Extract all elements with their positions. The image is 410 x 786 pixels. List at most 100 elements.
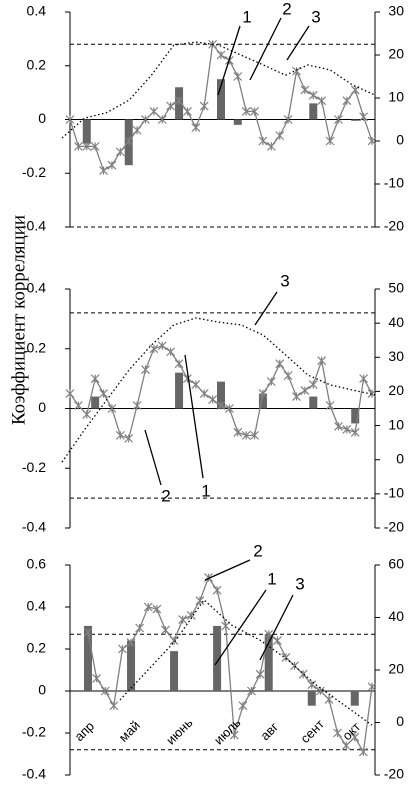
dotted-line bbox=[119, 598, 373, 726]
y2-tick-label: -20 bbox=[384, 766, 404, 782]
asterisk-marker bbox=[292, 392, 301, 401]
asterisk-marker bbox=[250, 107, 259, 116]
annotation-leader bbox=[184, 354, 204, 479]
asterisk-marker bbox=[334, 115, 343, 124]
asterisk-marker bbox=[199, 389, 209, 398]
asterisk-marker bbox=[333, 728, 343, 738]
asterisk-marker bbox=[258, 389, 268, 398]
annotation: 1 bbox=[201, 481, 210, 500]
annotation-leader bbox=[259, 594, 294, 661]
asterisk-marker bbox=[350, 427, 360, 437]
y2-tick-label: 30 bbox=[388, 3, 404, 19]
asterisk-marker bbox=[107, 160, 117, 170]
bar bbox=[309, 103, 318, 120]
asterisk-marker bbox=[115, 430, 125, 440]
asterisk-marker bbox=[290, 661, 299, 671]
asterisk-marker bbox=[124, 433, 134, 443]
asterisk-marker bbox=[307, 680, 317, 690]
asterisk-marker bbox=[191, 123, 201, 132]
asterisk-marker bbox=[367, 389, 377, 398]
annotation: 2 bbox=[282, 0, 291, 18]
asterisk-marker bbox=[90, 141, 100, 151]
y2-tick-label: -20 bbox=[384, 519, 404, 535]
annotation-leader bbox=[254, 291, 278, 326]
y-tick-label: 0.2 bbox=[27, 56, 47, 72]
asterisk-marker bbox=[141, 115, 150, 124]
asterisk-marker bbox=[241, 430, 251, 440]
asterisk-marker bbox=[183, 107, 192, 116]
asterisk-marker bbox=[83, 627, 93, 637]
asterisk-marker bbox=[195, 596, 205, 606]
asterisk-marker bbox=[117, 644, 127, 654]
asterisk-marker bbox=[272, 636, 282, 646]
annotation: 3 bbox=[280, 271, 289, 290]
asterisk-marker bbox=[132, 401, 142, 410]
asterisk-marker bbox=[292, 66, 301, 76]
asterisk-marker bbox=[100, 686, 110, 696]
asterisk-marker bbox=[283, 115, 293, 124]
asterisk-marker bbox=[199, 101, 209, 111]
y-tick-label: 0 bbox=[38, 399, 46, 415]
bar bbox=[351, 119, 360, 121]
asterisk-marker bbox=[300, 85, 310, 95]
y2-tick-label: 0 bbox=[396, 713, 404, 729]
y-axis-label: Коэффициент корреляции bbox=[8, 215, 29, 425]
bar bbox=[350, 691, 359, 706]
bar bbox=[309, 396, 318, 409]
asterisk-marker bbox=[258, 136, 268, 146]
asterisk-marker bbox=[367, 682, 377, 692]
asterisk-marker bbox=[317, 96, 327, 106]
asterisk-marker bbox=[191, 380, 201, 390]
dotted-line bbox=[61, 317, 376, 463]
asterisk-marker bbox=[325, 136, 335, 146]
asterisk-marker bbox=[221, 621, 231, 631]
bar bbox=[175, 372, 184, 409]
y-tick-label: 0 bbox=[38, 682, 46, 698]
bar bbox=[351, 408, 360, 424]
asterisk-marker bbox=[65, 115, 75, 124]
asterisk-marker bbox=[341, 741, 351, 751]
annotation: 3 bbox=[295, 574, 304, 593]
y2-tick-label: 20 bbox=[388, 46, 404, 62]
asterisk-marker bbox=[124, 136, 134, 146]
y-tick-label: -0.4 bbox=[22, 519, 46, 535]
bar bbox=[213, 625, 222, 691]
y2-tick-label: 20 bbox=[388, 382, 404, 398]
asterisk-marker bbox=[212, 585, 222, 595]
asterisk-marker bbox=[281, 652, 291, 662]
annotation: 2 bbox=[253, 541, 262, 560]
y2-tick-label: -10 bbox=[384, 175, 404, 191]
y2-tick-label: -20 bbox=[384, 218, 404, 234]
annotation-leader bbox=[204, 559, 251, 581]
asterisk-marker bbox=[324, 694, 334, 704]
y-tick-label: -0.2 bbox=[22, 459, 46, 475]
asterisk-marker bbox=[109, 701, 119, 711]
annotation-leader bbox=[249, 17, 282, 81]
asterisk-marker bbox=[174, 359, 184, 369]
annotation-leader bbox=[214, 589, 267, 666]
asterisk-marker bbox=[342, 96, 352, 106]
bar bbox=[82, 119, 91, 144]
y2-tick-label: 0 bbox=[396, 450, 404, 466]
annotation-leader bbox=[286, 25, 310, 61]
asterisk-marker bbox=[82, 141, 92, 151]
bar bbox=[233, 119, 242, 125]
bar bbox=[264, 634, 273, 691]
annotation-leader bbox=[217, 25, 241, 96]
asterisk-marker bbox=[115, 147, 125, 157]
bar bbox=[127, 640, 136, 691]
asterisk-marker bbox=[359, 112, 369, 122]
y2-tick-label: 0 bbox=[396, 132, 404, 148]
asterisk-marker bbox=[350, 732, 360, 742]
bar bbox=[307, 691, 316, 706]
y-tick-label: 0.2 bbox=[27, 640, 47, 656]
asterisk-marker bbox=[208, 395, 218, 404]
y-tick-label: 0.4 bbox=[27, 3, 47, 19]
asterisk-marker bbox=[233, 72, 243, 81]
asterisk-marker bbox=[161, 625, 170, 635]
dotted-line bbox=[61, 41, 376, 139]
asterisk-marker bbox=[90, 374, 100, 384]
asterisk-marker bbox=[65, 389, 75, 398]
month-label: май bbox=[116, 718, 143, 745]
asterisk-marker bbox=[266, 141, 276, 151]
